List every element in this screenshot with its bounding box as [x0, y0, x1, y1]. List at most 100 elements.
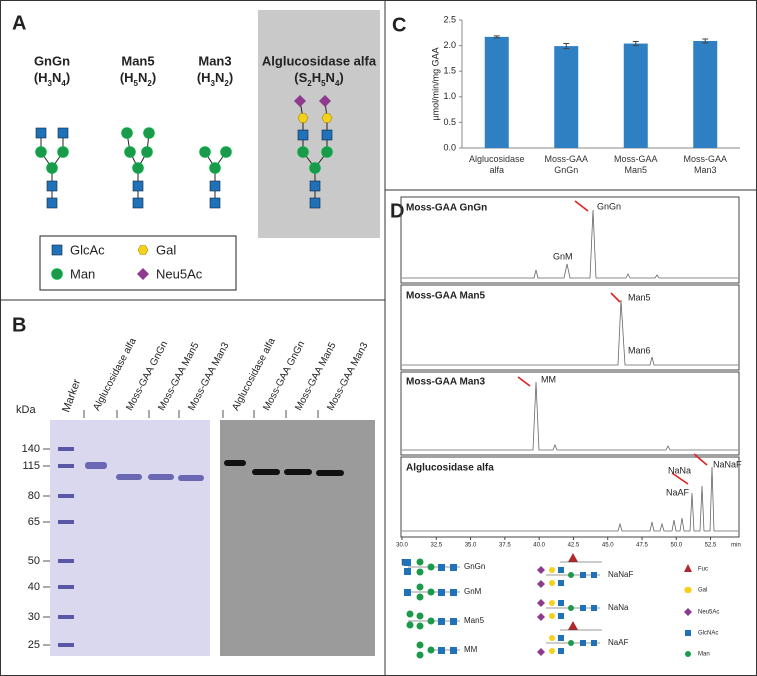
structure-label: NaAF [608, 638, 629, 647]
glycan-name: GnGn [34, 53, 70, 68]
peak-label: Man6 [628, 345, 651, 355]
x-unit: min [731, 543, 741, 549]
structure-label: MM [464, 645, 478, 654]
peak-label: NaAF [666, 487, 690, 497]
formula-part: N [326, 70, 335, 85]
glycan-name: Man5 [121, 53, 154, 68]
legend-label: Gal [156, 242, 176, 257]
marker-band [58, 464, 74, 468]
formula-part: 2 [224, 79, 229, 88]
peak-label: GnGn [597, 201, 621, 211]
legend-label: GlcAc [70, 242, 105, 257]
formula-part: 2 [307, 79, 312, 88]
peak-label: NaNaF [713, 459, 742, 469]
formula-part: N [52, 70, 61, 85]
bar [484, 36, 509, 149]
bar [623, 43, 648, 148]
x-tick-label: 32.5 [430, 543, 442, 549]
structure-label: GnM [464, 587, 482, 596]
key-label: Neu5Ac [698, 610, 719, 616]
formula-part: 5 [134, 79, 139, 88]
x-tick-label: Moss-GAA Man3 [683, 154, 727, 175]
glycan-formula: (S2H5N4) [294, 70, 343, 87]
glycan-name: Alglucosidase alfa [262, 53, 377, 68]
trace-title: Alglucosidase alfa [406, 463, 494, 474]
marker-band [58, 585, 74, 589]
x-tick-label: 52.5 [705, 543, 717, 549]
glycan-name: Man3 [198, 53, 231, 68]
trace-title: Moss-GAA GnGn [406, 203, 487, 214]
error-bar [493, 35, 500, 39]
panel-letter: A [12, 12, 26, 34]
marker-band [58, 447, 74, 451]
bar [554, 46, 579, 148]
marker-band [58, 643, 74, 647]
formula-part: N [215, 70, 224, 85]
trace-boxes [400, 196, 740, 538]
formula-part: H [312, 70, 321, 85]
marker-band [58, 520, 74, 524]
error-bar [563, 43, 570, 50]
y-tick-label: 2.5 [443, 14, 456, 24]
panel-letter: C [392, 14, 406, 36]
marker-band [58, 494, 74, 498]
x-tick-label: 30.0 [396, 543, 408, 549]
marker-band [58, 559, 74, 563]
y-tick-label: 2.0 [443, 40, 456, 50]
structure-label: Man5 [464, 616, 485, 625]
formula-part: N [138, 70, 147, 85]
formula-part: 3 [48, 79, 53, 88]
chromatogram [402, 209, 738, 532]
mw-label: 40 [28, 581, 40, 593]
structure-label: NaNa [608, 603, 629, 612]
y-tick-label: 0.5 [443, 117, 456, 127]
formula-part: (S [294, 70, 307, 85]
peak-label: MM [541, 374, 556, 384]
legend-box [39, 235, 237, 291]
legend-label: Neu5Ac [156, 266, 203, 281]
y-tick-label: 1.5 [443, 66, 456, 76]
x-tick-label: 45.0 [602, 543, 614, 549]
arrows [517, 200, 708, 485]
formula-part: (H [34, 70, 48, 85]
error-bar [702, 38, 709, 44]
peak-label: GnM [553, 251, 573, 261]
panel-letter: B [12, 314, 26, 336]
unit-label: kDa [16, 404, 36, 416]
formula-part: 3 [211, 79, 216, 88]
marker-label: Marker [60, 377, 83, 414]
mw-label: 25 [28, 639, 40, 651]
formula-part: ) [229, 70, 233, 85]
legend-label: Man [70, 266, 95, 281]
structure-label: NaNaF [608, 570, 633, 579]
marker-band [58, 615, 74, 619]
x-tick-label: Moss-GAA Man5 [613, 154, 658, 175]
blot [220, 420, 375, 656]
glycan-formula: (H5N2) [120, 70, 156, 87]
structure-glyphs [404, 553, 692, 659]
y-tick-label: 0.0 [443, 142, 456, 152]
formula-part: 4 [61, 79, 66, 88]
y-tick-label: 1.0 [443, 91, 456, 101]
mw-label: 65 [28, 516, 40, 528]
x-tick-label: 47.5 [636, 543, 648, 549]
formula-part: 5 [321, 79, 326, 88]
key-label: Man [698, 652, 710, 658]
formula-part: ) [66, 70, 70, 85]
x-tick-label: 40.0 [533, 543, 545, 549]
glycan-formula: (H3N2) [197, 70, 233, 87]
trace-title: Moss-GAA Man3 [406, 377, 486, 388]
bar [693, 40, 718, 148]
mw-label: 140 [22, 443, 40, 455]
mw-label: 115 [22, 460, 40, 472]
formula-part: ) [152, 70, 156, 85]
mw-label: 80 [28, 490, 40, 502]
x-tick-label: 37.5 [499, 543, 511, 549]
x-tick-label: Moss-GAA GnGn [544, 154, 588, 175]
y-axis-label: µmol/min/mg GAA [430, 47, 440, 120]
formula-part: 4 [335, 79, 340, 88]
peak-label: Man5 [628, 292, 651, 302]
glycan-formula: (H3N4) [34, 70, 70, 87]
